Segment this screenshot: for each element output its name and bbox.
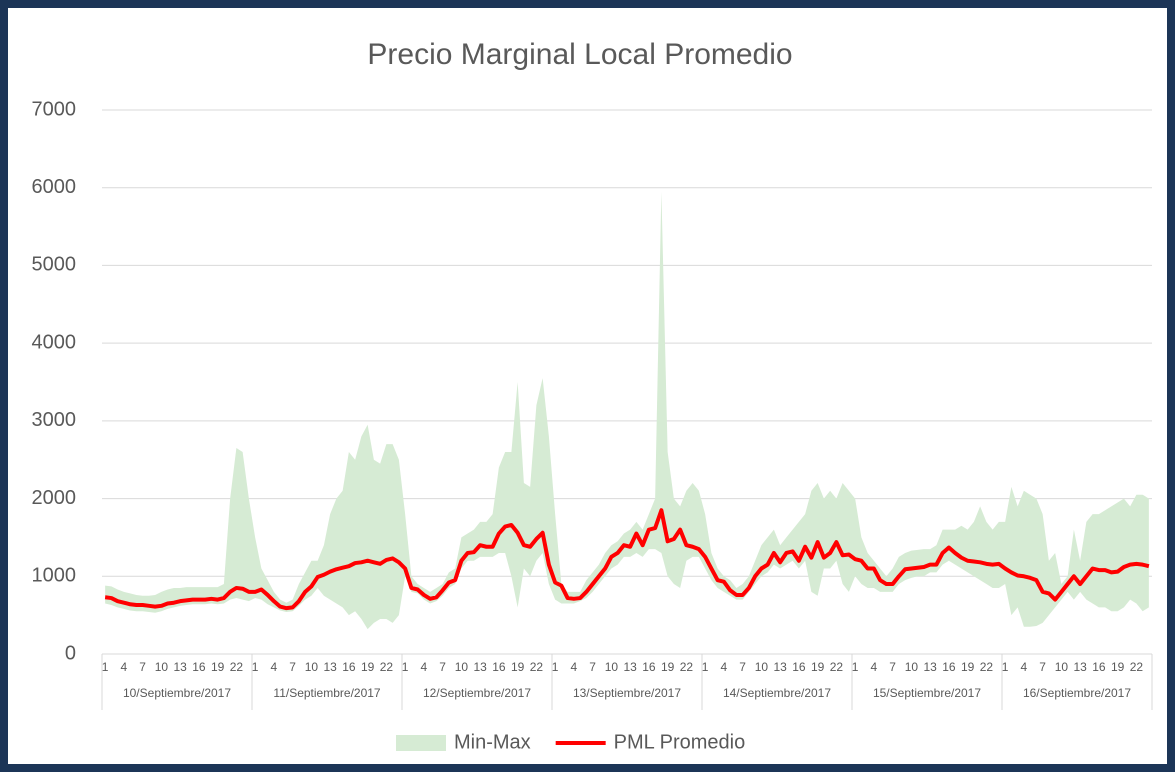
y-tick-label: 3000 xyxy=(32,409,77,431)
x-group-label: 13/Septiembre/2017 xyxy=(573,686,681,700)
x-group-label: 16/Septiembre/2017 xyxy=(1023,686,1131,700)
x-tick-label: 16 xyxy=(342,660,356,674)
x-group-label: 10/Septiembre/2017 xyxy=(123,686,231,700)
x-tick-label: 7 xyxy=(289,660,296,674)
x-tick-label: 13 xyxy=(1073,660,1087,674)
x-tick-label: 1 xyxy=(102,660,109,674)
x-tick-label: 16 xyxy=(792,660,806,674)
x-tick-label: 7 xyxy=(739,660,746,674)
x-tick-label: 22 xyxy=(830,660,844,674)
legend-label: Min-Max xyxy=(454,731,531,753)
x-tick-label: 22 xyxy=(980,660,994,674)
x-tick-label: 7 xyxy=(139,660,146,674)
x-tick-label: 19 xyxy=(211,660,225,674)
x-tick-label: 7 xyxy=(1039,660,1046,674)
chart: Precio Marginal Local Promedio 0 1000 2000… xyxy=(32,38,1153,753)
x-tick-label: 19 xyxy=(361,660,375,674)
legend-label: PML Promedio xyxy=(614,731,746,753)
min-max-band xyxy=(105,191,1149,630)
x-tick-label: 10 xyxy=(155,660,169,674)
x-tick-label: 4 xyxy=(271,660,278,674)
y-tick-label: 1000 xyxy=(32,565,77,587)
y-tick-label: 2000 xyxy=(32,487,77,509)
x-tick-label: 10 xyxy=(755,660,769,674)
x-tick-label: 13 xyxy=(773,660,787,674)
x-tick-label: 10 xyxy=(605,660,619,674)
x-tick-label: 19 xyxy=(511,660,525,674)
x-tick-label: 10 xyxy=(305,660,319,674)
x-tick-label: 16 xyxy=(492,660,506,674)
x-tick-label: 16 xyxy=(942,660,956,674)
x-tick-label: 4 xyxy=(571,660,578,674)
x-tick-label: 7 xyxy=(889,660,896,674)
x-tick-label: 16 xyxy=(642,660,656,674)
x-group-label: 15/Septiembre/2017 xyxy=(873,686,981,700)
x-tick-label: 10 xyxy=(905,660,919,674)
x-tick-label: 10 xyxy=(1055,660,1069,674)
x-tick-label: 1 xyxy=(252,660,259,674)
x-tick-label: 4 xyxy=(121,660,128,674)
x-tick-label: 22 xyxy=(230,660,244,674)
y-tick-label: 6000 xyxy=(32,176,77,198)
x-tick-label: 19 xyxy=(1111,660,1125,674)
chart-frame: Precio Marginal Local Promedio 0 1000 2000… xyxy=(8,8,1167,764)
y-tick-label: 0 xyxy=(65,642,76,664)
x-tick-label: 16 xyxy=(192,660,206,674)
x-tick-label: 19 xyxy=(661,660,675,674)
y-tick-label: 5000 xyxy=(32,254,77,276)
x-tick-label: 22 xyxy=(530,660,544,674)
x-tick-label: 13 xyxy=(323,660,337,674)
x-tick-label: 13 xyxy=(623,660,637,674)
x-tick-label: 13 xyxy=(173,660,187,674)
x-tick-label: 13 xyxy=(923,660,937,674)
x-tick-label: 13 xyxy=(473,660,487,674)
x-tick-label: 16 xyxy=(1092,660,1106,674)
chart-title: Precio Marginal Local Promedio xyxy=(367,38,792,71)
y-tick-label: 4000 xyxy=(32,331,77,353)
x-tick-label: 4 xyxy=(721,660,728,674)
y-tick-label: 7000 xyxy=(32,98,77,120)
x-group-label: 12/Septiembre/2017 xyxy=(423,686,531,700)
x-group-label: 14/Septiembre/2017 xyxy=(723,686,831,700)
x-tick-label: 1 xyxy=(702,660,709,674)
x-tick-label: 4 xyxy=(1021,660,1028,674)
x-tick-label: 19 xyxy=(811,660,825,674)
x-tick-label: 1 xyxy=(852,660,859,674)
x-tick-label: 4 xyxy=(421,660,428,674)
x-tick-label: 1 xyxy=(552,660,559,674)
x-group-label: 11/Septiembre/2017 xyxy=(273,686,381,700)
x-tick-label: 1 xyxy=(402,660,409,674)
x-tick-label: 1 xyxy=(1002,660,1009,674)
x-tick-label: 7 xyxy=(439,660,446,674)
x-tick-label: 7 xyxy=(589,660,596,674)
x-tick-label: 22 xyxy=(1130,660,1144,674)
x-tick-label: 10 xyxy=(455,660,469,674)
x-tick-label: 19 xyxy=(961,660,975,674)
x-tick-label: 4 xyxy=(871,660,878,674)
x-tick-label: 22 xyxy=(380,660,394,674)
x-tick-label: 22 xyxy=(680,660,694,674)
legend-swatch xyxy=(396,735,446,751)
pml-line xyxy=(104,508,1150,611)
